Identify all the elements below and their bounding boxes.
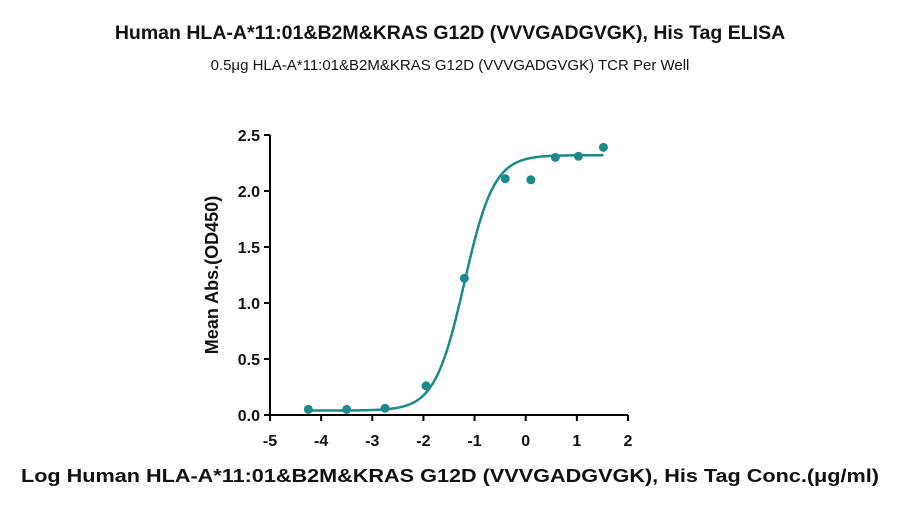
y-axis-label: Mean Abs.(OD450) — [202, 196, 222, 354]
data-point — [342, 404, 352, 414]
x-tick-label: -4 — [314, 433, 328, 450]
data-point — [598, 142, 608, 152]
y-tick-label: 2.0 — [238, 184, 260, 201]
data-point — [550, 152, 560, 162]
data-point — [500, 174, 510, 184]
x-tick-label: -3 — [365, 433, 379, 450]
x-tick-label: 2 — [624, 433, 633, 450]
data-point — [303, 404, 313, 414]
y-tick-label: 2.5 — [238, 128, 260, 145]
data-point — [459, 273, 469, 283]
data-point — [421, 381, 431, 391]
y-tick-label: 0.5 — [238, 352, 260, 369]
x-tick-label: 1 — [572, 433, 581, 450]
x-tick-label: -5 — [263, 433, 277, 450]
data-point — [380, 403, 390, 413]
fit-curve — [308, 153, 604, 412]
y-tick-label: 0.0 — [238, 408, 260, 425]
y-tick-label: 1.5 — [238, 240, 260, 257]
x-tick-label: -2 — [416, 433, 430, 450]
x-ticks: -5 -4 -3 -2 -1 0 1 2 — [263, 415, 633, 450]
x-tick-label: -1 — [467, 433, 481, 450]
y-tick-label: 1.0 — [238, 296, 260, 313]
data-points — [303, 142, 608, 414]
x-axis-label: Log Human HLA-A*11:01&B2M&KRAS G12D (VVV… — [21, 466, 879, 486]
y-ticks: 0.0 0.5 1.0 1.5 2.0 2.5 — [238, 128, 270, 425]
chart-subtitle: 0.5μg HLA-A*11:01&B2M&KRAS G12D (VVVGADG… — [210, 57, 690, 74]
x-tick-label: 0 — [521, 433, 530, 450]
data-point — [573, 151, 583, 161]
chart-title: Human HLA-A*11:01&B2M&KRAS G12D (VVVGADG… — [114, 22, 786, 44]
data-point — [526, 175, 536, 185]
